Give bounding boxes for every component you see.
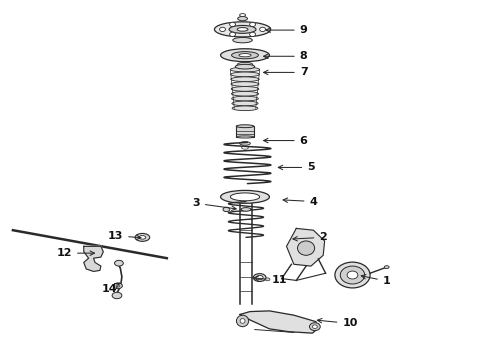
Text: 10: 10 (318, 319, 358, 328)
Text: 4: 4 (283, 197, 318, 207)
Ellipse shape (231, 82, 259, 86)
Ellipse shape (114, 283, 122, 289)
Ellipse shape (265, 278, 270, 281)
Ellipse shape (135, 233, 150, 241)
Text: 5: 5 (278, 162, 315, 172)
Text: 11: 11 (254, 275, 287, 285)
Text: 6: 6 (264, 136, 308, 145)
Ellipse shape (232, 51, 258, 59)
Circle shape (249, 32, 255, 36)
Ellipse shape (256, 275, 263, 280)
Polygon shape (84, 246, 103, 271)
Ellipse shape (115, 260, 123, 266)
Ellipse shape (232, 106, 258, 111)
Ellipse shape (220, 49, 270, 62)
Ellipse shape (313, 325, 318, 328)
Ellipse shape (340, 266, 365, 284)
Ellipse shape (239, 54, 251, 57)
Ellipse shape (112, 292, 122, 299)
Ellipse shape (215, 22, 270, 37)
Text: 8: 8 (264, 51, 308, 61)
Text: 13: 13 (108, 231, 141, 240)
Circle shape (260, 27, 266, 32)
Circle shape (249, 22, 255, 27)
Ellipse shape (335, 262, 370, 288)
Ellipse shape (231, 72, 259, 77)
Polygon shape (287, 228, 325, 266)
Ellipse shape (223, 207, 230, 212)
Ellipse shape (116, 284, 120, 287)
Ellipse shape (235, 64, 255, 69)
Bar (236, 126, 254, 137)
Polygon shape (240, 311, 318, 333)
Ellipse shape (237, 62, 253, 67)
Text: 12: 12 (56, 248, 95, 258)
Ellipse shape (347, 271, 358, 279)
Ellipse shape (229, 26, 256, 33)
Text: 7: 7 (264, 67, 308, 77)
Circle shape (220, 27, 225, 32)
Text: 2: 2 (293, 232, 327, 242)
Ellipse shape (384, 266, 389, 269)
Ellipse shape (139, 235, 146, 239)
Ellipse shape (230, 193, 260, 201)
Text: 3: 3 (193, 198, 236, 211)
Ellipse shape (236, 136, 254, 138)
Ellipse shape (297, 241, 315, 255)
Ellipse shape (220, 190, 270, 203)
Ellipse shape (310, 323, 320, 330)
Ellipse shape (237, 28, 248, 31)
Ellipse shape (233, 37, 252, 43)
Text: 14: 14 (101, 283, 120, 294)
Ellipse shape (240, 319, 245, 323)
Ellipse shape (236, 125, 254, 128)
Ellipse shape (253, 274, 266, 282)
Text: 1: 1 (361, 275, 391, 286)
Ellipse shape (241, 208, 251, 211)
Text: 9: 9 (266, 25, 308, 35)
Ellipse shape (240, 14, 245, 17)
Ellipse shape (238, 17, 247, 21)
Ellipse shape (237, 315, 248, 327)
Ellipse shape (240, 141, 250, 145)
Ellipse shape (232, 101, 258, 106)
Ellipse shape (231, 77, 259, 82)
Ellipse shape (232, 96, 258, 101)
Circle shape (230, 22, 236, 27)
Ellipse shape (242, 146, 248, 149)
Circle shape (230, 32, 236, 36)
Ellipse shape (231, 91, 259, 96)
Ellipse shape (231, 87, 259, 91)
Ellipse shape (230, 67, 260, 72)
